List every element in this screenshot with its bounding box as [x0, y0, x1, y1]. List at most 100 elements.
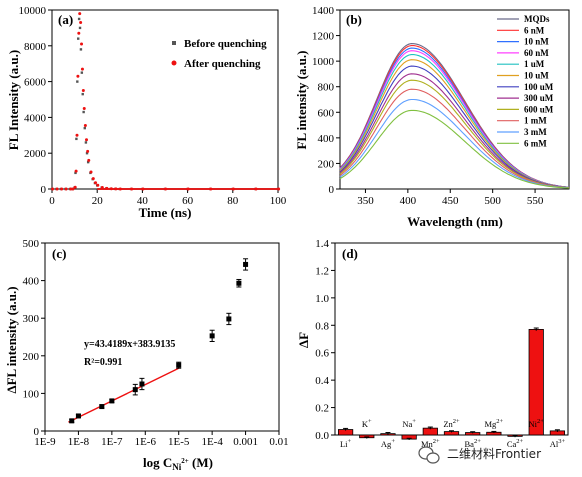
panel-a-point	[51, 187, 55, 191]
panel-d-ytick-label: 0.0	[315, 430, 329, 442]
watermark: 二维材料Frontier	[418, 446, 541, 464]
panel-a-point	[77, 31, 81, 35]
panel-c-ytick-label: 500	[23, 238, 40, 250]
panel-a-xtick-label: 80	[227, 195, 239, 207]
panel-a-xtick-label: 60	[182, 195, 194, 207]
panel-d-ytick-label: 0.6	[315, 348, 329, 360]
panel-b-ytick-label: 0	[329, 184, 335, 196]
panel-a-legend-marker	[172, 41, 176, 45]
panel-a-point	[87, 158, 91, 162]
panel-d-ytick-label: 1.4	[315, 238, 329, 250]
panel-a-xlabel: Time (ns)	[139, 205, 192, 220]
panel-b-label: (b)	[346, 12, 362, 27]
panel-a-point	[55, 187, 59, 191]
panel-d-ylabel: ΔF	[296, 332, 311, 348]
panel-c-xtick-label: 0.001	[233, 436, 258, 448]
panel-b-series-line	[339, 65, 570, 189]
panel-b-frame	[339, 9, 570, 190]
panel-b-ytick-label: 200	[318, 158, 335, 170]
panel-c-frame	[44, 242, 280, 432]
panel-c-xtick-label: 1E-5	[168, 436, 190, 448]
panel-d-ytick-label: 0.4	[315, 375, 329, 387]
panel-b-xlabel: Wavelength (nm)	[407, 214, 503, 229]
panel-b-ytick-label: 800	[318, 82, 335, 94]
panel-b-xtick-label: 550	[527, 195, 544, 207]
panel-c-point	[109, 398, 115, 404]
panel-a-ytick-label: 10000	[19, 5, 47, 17]
panel-a-point	[81, 89, 85, 93]
panel-c-r-squared: R²=0.991	[84, 357, 122, 368]
panel-d-category-label: Ag+	[381, 438, 395, 449]
panel-c-xtick-label: 1E-8	[68, 436, 90, 448]
panel-a-point	[60, 187, 64, 191]
panel-a-point	[83, 126, 86, 130]
panel-a-ytick-label: 8000	[24, 41, 47, 53]
panel-a-point	[73, 185, 77, 189]
panel-a-point	[75, 137, 78, 141]
panel-b-legend-label: 600 uM	[524, 104, 554, 114]
panel-d-category-label: Mg2+	[484, 418, 503, 429]
panel-a-legend-label: Before quenching	[184, 38, 267, 50]
panel-b-legend-label: MQDs	[524, 14, 550, 24]
panel-a-point	[80, 67, 84, 71]
panel-c-point	[176, 362, 182, 368]
panel-c-xlabel-sub: Ni	[172, 462, 181, 472]
panel-a-ylabel: FL Intensity (a.u.)	[6, 50, 21, 150]
panel-a-point	[77, 17, 81, 21]
panel-b-ytick-label: 600	[318, 107, 335, 119]
panel-b-series-line	[339, 109, 570, 189]
panel-b-xtick-label: 400	[400, 195, 417, 207]
panel-b-xtick-label: 450	[442, 195, 459, 207]
panel-b-ytick-label: 1200	[312, 31, 335, 43]
panel-c-point	[226, 316, 232, 322]
panel-d-ytick-label: 1.0	[315, 293, 329, 305]
panel-d-category-label: Al3+	[550, 438, 566, 449]
panel-d-category-label: Zn2+	[443, 418, 460, 429]
panel-c-point	[139, 381, 145, 387]
panel-a-point	[78, 12, 82, 16]
panel-a-point	[74, 171, 77, 175]
panel-b-legend-label: 3 mM	[524, 127, 547, 137]
panel-a-xtick-label: 0	[49, 195, 55, 207]
panel-b-series-line	[339, 79, 570, 189]
panel-a-xtick-label: 40	[137, 195, 149, 207]
panel-c-xtick-label: 0.01	[269, 436, 288, 448]
panel-a-point	[82, 110, 85, 114]
watermark-text: 二维材料Frontier	[447, 447, 541, 461]
panel-a-point	[76, 80, 79, 83]
panel-d-ytick-label: 0.8	[315, 320, 329, 332]
panel-d-ytick-label: 0.2	[315, 403, 329, 415]
panel-a-legend-marker	[171, 60, 177, 66]
panel-c-point	[132, 387, 138, 393]
panel-c-point	[75, 413, 81, 419]
panel-a-point	[76, 74, 80, 78]
panel-a-point	[86, 160, 90, 164]
panel-b-ylabel: FL intensity (a.u.)	[294, 51, 309, 150]
panel-c-ytick-label: 0	[34, 426, 40, 438]
panel-a-point	[86, 149, 90, 153]
panel-a-ytick-label: 4000	[24, 112, 47, 124]
panel-b-ytick-label: 1000	[312, 56, 335, 68]
panel-c-point	[243, 261, 249, 267]
panel-c-point	[236, 280, 242, 286]
panel-a-point	[77, 37, 80, 40]
panel-b-legend-label: 60 nM	[524, 48, 549, 58]
panel-a-xtick-label: 20	[92, 195, 104, 207]
panel-c-xlabel-sup: 2+	[181, 457, 189, 465]
panel-c-xtick-label: 1E-9	[34, 436, 56, 448]
panel-c-ytick-label: 200	[23, 351, 40, 363]
panel-b-series-line	[339, 88, 570, 189]
panel-b-ytick-label: 400	[318, 133, 335, 145]
panel-a-label: (a)	[58, 12, 73, 27]
panel-a-point	[89, 170, 93, 174]
panel-b-legend-label: 100 uM	[524, 82, 554, 92]
panel-b-legend-label: 6 nM	[524, 25, 545, 35]
panel-a-point	[64, 187, 68, 191]
wechat-icon	[418, 446, 440, 464]
panel-a-point	[79, 21, 83, 25]
panel-c-xtick-label: 1E-4	[201, 436, 223, 448]
panel-c-label: (c)	[52, 246, 66, 261]
panel-b-legend-label: 10 uM	[524, 71, 549, 81]
panel-b-xtick-label: 350	[357, 195, 374, 207]
panel-a-point	[78, 26, 82, 30]
